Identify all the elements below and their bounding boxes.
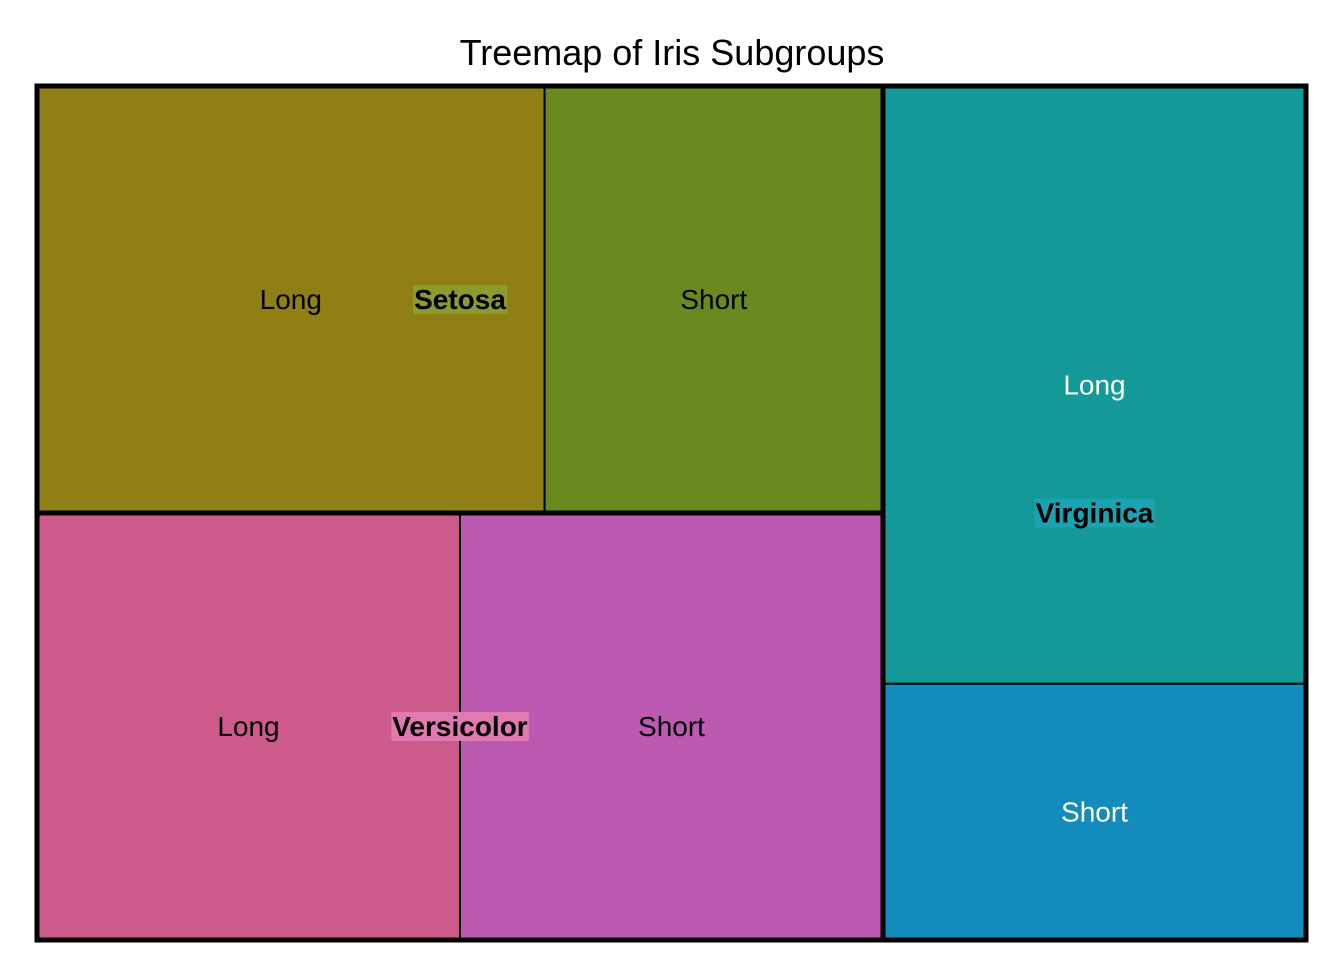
leaf-label-setosa-short: Short [680, 284, 747, 315]
treemap-leaf-virginica-long [882, 85, 1307, 685]
group-label-bg-versicolor [391, 712, 529, 741]
treemap-leaves [36, 85, 1307, 941]
chart-title: Treemap of Iris Subgroups [460, 32, 885, 73]
group-label-bg-virginica [1034, 498, 1155, 528]
treemap-leaf-virginica-short [882, 682, 1307, 941]
leaf-label-virginica-long: Long [1063, 369, 1125, 400]
treemap-group-labels: Setosa Versicolor Virginica [391, 284, 1155, 742]
treemap-leaf-labels: Long Short Long Short Long Short [217, 284, 1128, 827]
group-label-setosa: Setosa [414, 284, 506, 315]
leaf-label-versicolor-long: Long [217, 711, 279, 742]
leaf-label-virginica-short: Short [1061, 796, 1128, 827]
treemap-leaf-versicolor-short [459, 512, 884, 941]
group-label-virginica: Virginica [1036, 498, 1154, 529]
leaf-label-setosa-long: Long [260, 284, 322, 315]
group-label-bg-setosa [413, 285, 508, 314]
treemap-leaf-setosa-short [543, 85, 884, 514]
leaf-label-versicolor-short: Short [638, 711, 705, 742]
group-label-versicolor: Versicolor [392, 711, 528, 742]
treemap-outer-border [34, 83, 1309, 943]
